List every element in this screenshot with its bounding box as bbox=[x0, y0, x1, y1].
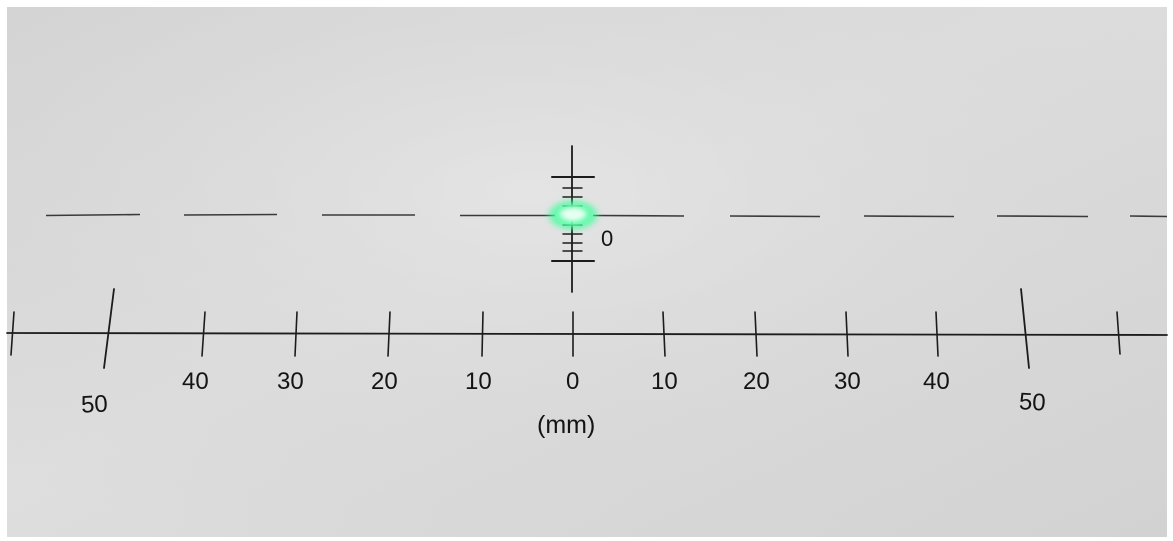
scale-tick bbox=[845, 311, 849, 357]
scale-tick bbox=[935, 311, 939, 357]
dash-segment bbox=[183, 213, 278, 216]
dash-segment bbox=[729, 215, 821, 218]
scale-tick-major bbox=[1020, 288, 1030, 369]
reticle-zero-label: 0 bbox=[601, 226, 613, 251]
scale-label-left-40: 40 bbox=[182, 368, 209, 395]
scale-tick bbox=[387, 311, 391, 357]
scale-label-right-50: 50 bbox=[1018, 388, 1046, 416]
scale-tick bbox=[1116, 311, 1121, 355]
scale-label-right-30: 30 bbox=[834, 368, 861, 395]
scale-tick bbox=[10, 311, 15, 356]
scale-tick bbox=[662, 311, 666, 357]
scale-label-left-10: 10 bbox=[465, 368, 492, 395]
scale-tick bbox=[754, 311, 758, 357]
scale-label-right-40: 40 bbox=[923, 368, 950, 395]
scale-label-left-30: 30 bbox=[277, 368, 304, 395]
scale-tick bbox=[294, 311, 298, 357]
dash-segment bbox=[1129, 215, 1168, 218]
dash-segment bbox=[592, 214, 685, 217]
scale-label-right-20: 20 bbox=[743, 368, 770, 395]
scale-tick bbox=[201, 311, 206, 357]
paper-lighting bbox=[7, 7, 1167, 537]
laser-spot-core bbox=[560, 208, 586, 220]
dash-segment bbox=[863, 215, 955, 218]
dash-segment bbox=[996, 215, 1089, 218]
dash-segment bbox=[45, 213, 141, 217]
scale-label-right-10: 10 bbox=[651, 368, 678, 395]
scale-tick-major bbox=[103, 288, 115, 369]
scale-label-left-50: 50 bbox=[80, 390, 108, 418]
scale-label-left-20: 20 bbox=[371, 368, 398, 395]
scale-label-center-0: 0 bbox=[566, 368, 579, 395]
scale-unit-label: (mm) bbox=[537, 411, 595, 439]
scale-baseline bbox=[6, 332, 1168, 336]
laser-spot bbox=[545, 198, 601, 232]
dashed-reference-line bbox=[45, 213, 1168, 218]
scale-tick bbox=[481, 311, 484, 357]
mm-scale: 50 40 30 20 10 0 10 20 30 40 50 (mm) bbox=[6, 288, 1168, 439]
